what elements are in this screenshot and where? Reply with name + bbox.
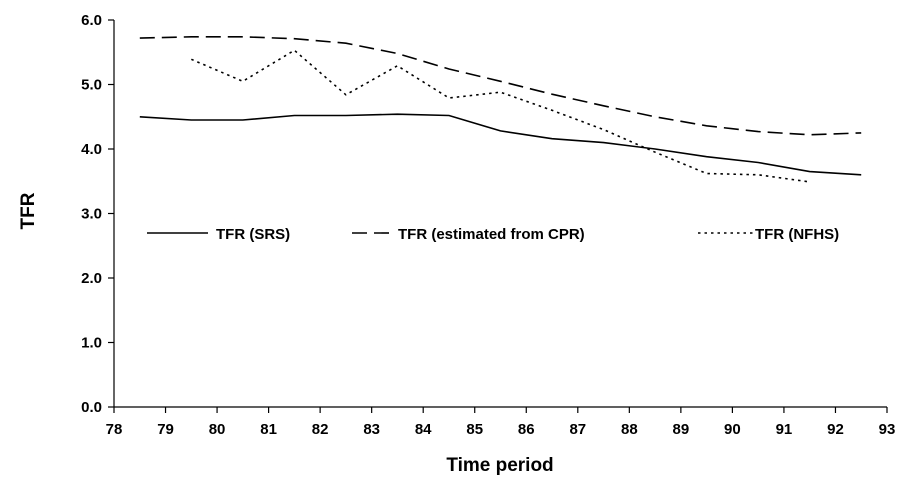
legend: TFR (SRS) TFR (estimated from CPR) TFR (NF… [147,226,839,243]
x-tick-label: 79 [157,421,174,438]
x-tick-label: 78 [106,421,123,438]
y-axis-ticks: 0.0 1.0 2.0 3.0 4.0 5.0 6.0 [81,12,114,416]
legend-label-1: TFR (SRS) [216,226,290,243]
x-tick-label: 81 [260,421,277,438]
y-tick-label: 4.0 [81,141,102,158]
x-tick-label: 89 [673,421,690,438]
y-tick-label: 0.0 [81,399,102,416]
y-axis-title-group: TFR [18,192,39,229]
x-axis-ticks: 78 79 80 81 82 83 84 85 86 87 88 89 90 91 92 93 [106,407,896,438]
x-tick-label: 87 [569,421,586,438]
x-tick-label: 82 [312,421,329,438]
y-tick-label: 6.0 [81,12,102,29]
y-tick-label: 3.0 [81,206,102,223]
series-layer [139,35,862,183]
y-tick-label: 5.0 [81,77,102,94]
x-tick-label: 85 [466,421,483,438]
x-tick-label: 91 [776,421,793,438]
y-tick-label: 1.0 [81,335,102,352]
x-tick-label: 90 [724,421,741,438]
x-tick-label: 84 [415,421,432,438]
y-tick-label: 2.0 [81,270,102,287]
x-tick-label: 88 [621,421,638,438]
legend-label-2: TFR (estimated from CPR) [398,226,585,243]
x-tick-label: 92 [827,421,844,438]
series-line-1 [139,113,862,176]
series-line-2 [139,35,862,136]
x-tick-label: 86 [518,421,535,438]
x-tick-label: 80 [209,421,226,438]
x-tick-label: 93 [879,421,896,438]
x-axis-title: Time period [446,455,553,476]
x-tick-label: 83 [363,421,380,438]
legend-label-3: TFR (NFHS) [755,226,839,243]
y-axis-title: TFR [18,192,39,229]
